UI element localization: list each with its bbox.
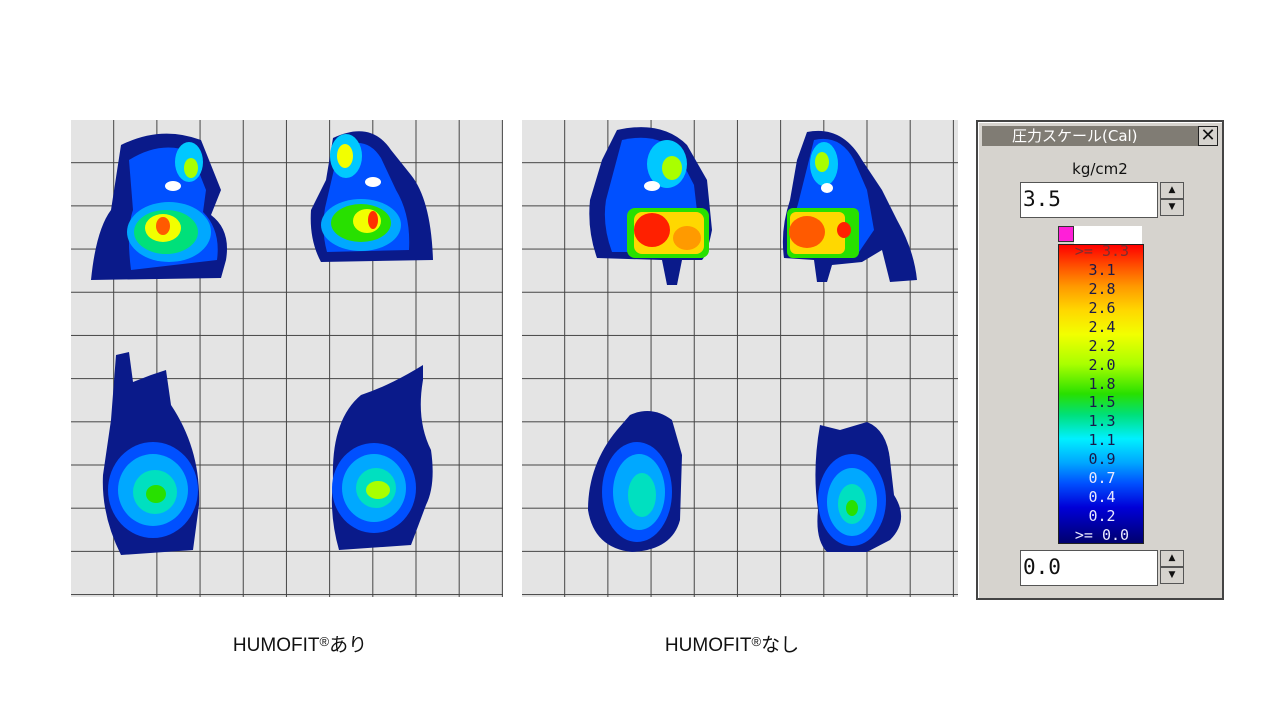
pressure-distribution-right [588,127,917,552]
scale-tick-label: 3.1 [1088,260,1116,279]
scale-tick-label: 2.4 [1088,317,1116,336]
min-value-input[interactable]: 0.0 [1020,550,1158,586]
spin-up-icon[interactable]: ▲ [1160,182,1184,199]
max-value-input[interactable]: 3.5 [1020,182,1158,218]
min-value-spinner[interactable]: ▲ ▼ [1160,550,1184,584]
scale-tick-label: 1.1 [1088,431,1116,450]
scale-tick-label: 1.3 [1088,412,1116,431]
spin-down-icon[interactable]: ▼ [1160,567,1184,584]
pressure-map-with-humofit [71,120,503,597]
max-color-swatch-bg [1074,226,1142,244]
scale-tick-label: 0.7 [1088,469,1116,488]
caption-without-humofit: HUMOFIT®なし [664,634,800,656]
scale-tick-label: 1.8 [1088,374,1116,393]
pressure-scale-titlebar[interactable]: 圧力スケール(Cal) [982,126,1198,146]
max-color-swatch [1058,226,1074,242]
scale-tick-label: >= 3.3 [1074,242,1130,260]
max-value-spinner[interactable]: ▲ ▼ [1160,182,1184,216]
scale-tick-label: 2.6 [1088,298,1116,317]
pressure-scale-window: 圧力スケール(Cal) ✕ kg/cm2 3.5 ▲ ▼ >= 3.3 3.1 2.… [976,120,1224,600]
scale-tick-label: 2.8 [1088,279,1116,298]
caption-with-humofit: HUMOFIT®あり [232,634,368,656]
scale-tick-label: >= 0.0 [1074,526,1130,544]
scale-tick-label: 2.0 [1088,355,1116,374]
scale-tick-label: 0.2 [1088,507,1116,526]
scale-tick-label: 0.9 [1088,450,1116,469]
spin-up-icon[interactable]: ▲ [1160,550,1184,567]
pressure-color-bar: >= 3.3 3.1 2.8 2.6 2.4 2.2 2.0 1.8 1.5 1.3 1.1 0.9 0… [1058,244,1144,544]
spin-down-icon[interactable]: ▼ [1160,199,1184,216]
scale-tick-label: 2.2 [1088,336,1116,355]
scale-tick-label: 0.4 [1088,488,1116,507]
unit-label: kg/cm2 [1072,160,1128,178]
scale-tick-label: 1.5 [1088,393,1116,412]
close-button[interactable]: ✕ [1198,126,1218,146]
pressure-map-without-humofit [522,120,958,597]
pressure-distribution-left [91,131,433,555]
